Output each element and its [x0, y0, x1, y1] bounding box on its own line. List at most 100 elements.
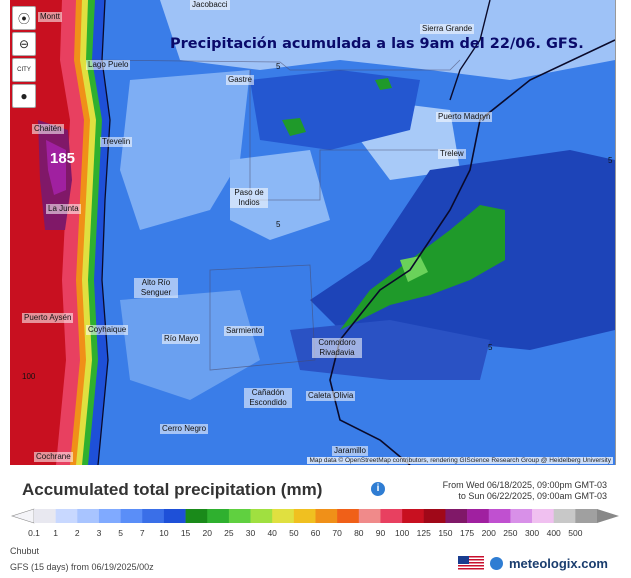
place-label: Puerto Madryn [436, 112, 493, 122]
scale-tick-label: 250 [503, 528, 518, 538]
scale-tick-label: 200 [481, 528, 496, 538]
scale-swatch [207, 509, 230, 523]
scale-tick-label: 15 [180, 528, 191, 538]
scale-swatch [380, 509, 403, 523]
scale-tick-label: 40 [267, 528, 277, 538]
scale-swatch [532, 509, 554, 523]
light-field-west [120, 70, 250, 230]
scale-tick-label: 150 [438, 528, 453, 538]
scale-tick-label: 500 [568, 528, 583, 538]
scale-tick-label: 0.1 [28, 528, 40, 538]
place-label: Coyhaique [86, 325, 129, 335]
andes-violet [46, 140, 66, 195]
scale-tick-label: 30 [245, 528, 256, 538]
scale-swatch [228, 509, 251, 523]
map-title: Precipitación acumulada a las 9am del 22… [170, 36, 584, 52]
scale-arrow-right [597, 509, 619, 523]
zoom-button[interactable]: ⊖ [12, 32, 36, 56]
scale-swatch [293, 509, 316, 523]
contour-label: 5 [276, 220, 281, 229]
scale-swatch [185, 509, 208, 523]
place-label: Jaramillo [332, 446, 369, 456]
city-icon: CITY [17, 67, 31, 73]
city-toggle-button[interactable]: CITY [12, 58, 36, 82]
scale-arrow-left [11, 508, 35, 524]
place-label: La Junta [46, 204, 81, 214]
scale-tick-label: 70 [332, 528, 342, 538]
light-field-north [160, 0, 615, 80]
place-label: Cochrane [34, 452, 73, 462]
brand[interactable]: meteologix.com [458, 556, 608, 571]
boundary-line-3 [249, 70, 450, 201]
place-label: Cañadón Escondido [244, 388, 292, 408]
scale-swatch [553, 509, 576, 523]
scale-tick-label: 125 [416, 528, 431, 538]
scale-tick-label: 400 [546, 528, 561, 538]
peak-value-label: 185 [50, 150, 76, 167]
scale-tick-label: 60 [310, 528, 321, 538]
place-label: Montt [38, 12, 63, 22]
scale-tick-label: 3 [96, 528, 102, 538]
scale-swatch [315, 509, 338, 523]
scale-tick-label: 175 [459, 528, 475, 538]
place-label: Paso de Indios [230, 188, 268, 208]
precipitation-map[interactable]: Precipitación acumulada a las 9am del 22… [10, 0, 616, 465]
dot-icon: ● [20, 89, 28, 103]
info-icon[interactable]: i [371, 482, 385, 496]
scale-tick-label: 7 [139, 528, 145, 538]
scale-tick-label: 10 [159, 528, 169, 538]
period-from: From Wed 06/18/2025, 09:00pm GMT-03 [442, 480, 607, 490]
scale-swatch [55, 509, 78, 523]
scale-swatch [120, 509, 143, 523]
green-spot-ne [375, 78, 392, 90]
place-label: Cerro Negro [160, 424, 209, 434]
place-label: Trelew [438, 149, 466, 159]
green-core [400, 256, 428, 282]
scale-swatch [272, 509, 295, 523]
scale-swatch [445, 509, 468, 523]
mid-field-south [120, 290, 260, 400]
place-label: Trevelin [100, 137, 133, 147]
scale-tick-label: 50 [289, 528, 299, 538]
dark-band-south [290, 320, 490, 380]
model-run: GFS (15 days) from 06/19/2025/00z [10, 562, 154, 572]
place-label: Puerto Aysén [22, 313, 74, 323]
map-attribution: Map data © OpenStreetMap contributors, r… [307, 457, 613, 464]
scale-tick-label: 80 [354, 528, 364, 538]
us-flag-icon[interactable] [458, 556, 484, 571]
place-label: Comodoro Rivadavia [312, 338, 362, 358]
place-label: Lago Puelo [86, 60, 131, 70]
dot-toggle-button[interactable]: ● [12, 84, 36, 108]
contour-label: 5 [488, 343, 493, 352]
scale-swatch [250, 509, 273, 523]
andes-darkred [10, 0, 70, 465]
scale-swatch [163, 509, 186, 523]
scale-swatch [34, 509, 56, 523]
scale-swatch [402, 509, 425, 523]
place-label: Chaitén [32, 124, 64, 134]
brand-name: meteologix.com [509, 556, 608, 571]
place-label: Alto Río Senguer [134, 278, 178, 298]
place-label: Jacobacci [190, 0, 230, 10]
scale-swatch [467, 509, 490, 523]
scale-tick-label: 5 [118, 528, 123, 538]
scale-swatch [337, 509, 360, 523]
scale-swatch [510, 509, 533, 523]
scale-swatch [358, 509, 381, 523]
light-field-center [230, 150, 330, 240]
place-label: Río Mayo [162, 334, 201, 344]
legend-title: Accumulated total precipitation (mm) [22, 480, 323, 499]
scale-tick-label: 25 [224, 528, 234, 538]
color-scale [11, 508, 619, 524]
scale-swatch [77, 509, 100, 523]
scale-swatch [423, 509, 446, 523]
boundary-line-1 [89, 59, 461, 71]
contour-label: 5 [276, 62, 281, 71]
scale-tick-label: 1 [53, 528, 59, 538]
scale-tick-label: 20 [202, 528, 212, 538]
scale-tick-label: 2 [74, 528, 80, 538]
coastline-north [449, 0, 491, 101]
scale-tick-label: 100 [395, 528, 410, 538]
locate-button[interactable]: ⦿ [12, 6, 36, 30]
place-label: Sierra Grande [420, 24, 475, 34]
